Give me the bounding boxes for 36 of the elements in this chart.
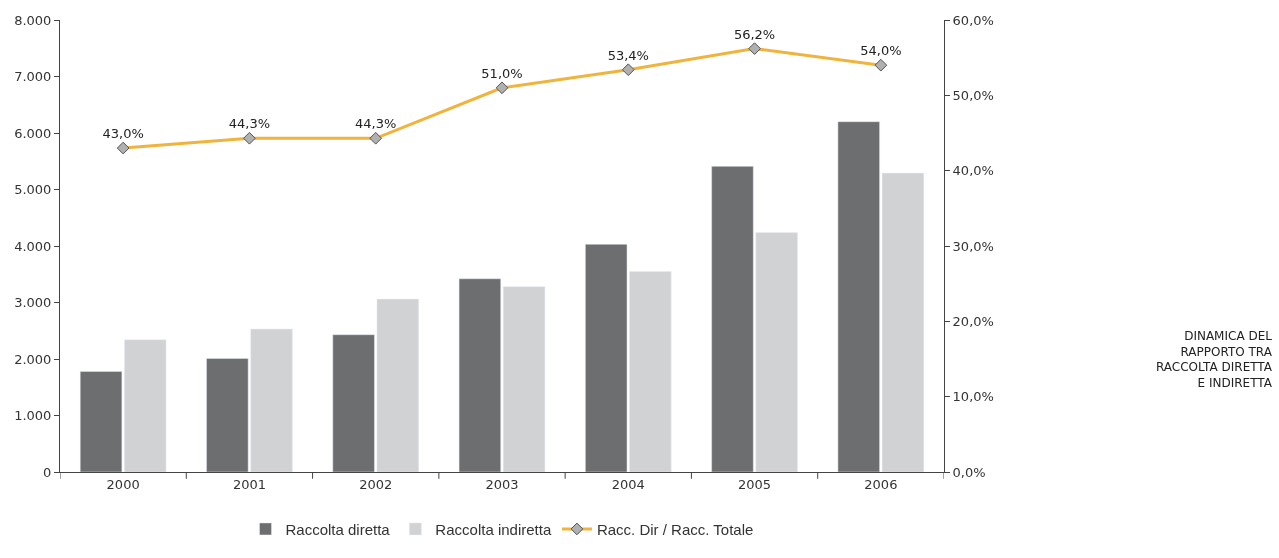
y2-tick-label: 60,0% [952, 12, 994, 28]
y2-tick-label: 30,0% [952, 238, 994, 254]
y-tick-label: 7.000 [14, 69, 52, 85]
data-label: 54,0% [860, 43, 902, 59]
y-tick-label: 6.000 [14, 125, 52, 141]
data-label: 53,4% [607, 47, 649, 63]
x-tick-label: 2002 [359, 476, 393, 492]
x-tick-label: 2004 [611, 476, 645, 492]
bar [458, 278, 501, 472]
data-label: 43,0% [102, 126, 144, 142]
x-tick-label: 2006 [864, 476, 898, 492]
y-tick-label: 5.000 [14, 182, 52, 198]
y-tick-label: 3.000 [14, 295, 52, 311]
y-tick-label: 0 [43, 464, 52, 480]
y2-tick-label: 10,0% [952, 389, 994, 405]
x-tick-label: 2000 [106, 476, 140, 492]
y2-tick-label: 20,0% [952, 313, 994, 329]
data-label: 44,3% [355, 116, 397, 132]
y2-tick-label: 40,0% [952, 163, 994, 179]
y2-tick-label: 0,0% [952, 464, 986, 480]
text: DINAMICA DEL RAPPORTO TRA RACCOLTA DIRETTA E INDIRETTA [1156, 329, 1273, 390]
data-label: 44,3% [228, 116, 271, 132]
bar [503, 286, 546, 472]
x-tick-label: 2005 [738, 476, 772, 492]
y2-tick-label: 50,0% [952, 87, 994, 103]
y-tick-label: 4.000 [14, 238, 52, 254]
data-label: 51,0% [481, 65, 523, 81]
legend-label: Raccolta diretta [285, 520, 391, 538]
x-tick-label: 2001 [232, 476, 266, 492]
legend-label: Racc. Dir / Racc. Totale [596, 520, 754, 538]
data-label: 56,2% [733, 26, 776, 42]
legend-label: Raccolta indiretta [435, 520, 552, 538]
x-tick-label: 2003 [485, 476, 519, 492]
y-tick-label: 1.000 [14, 408, 52, 424]
y-tick-label: 2.000 [14, 351, 52, 367]
y-tick-label: 8.000 [14, 12, 52, 28]
